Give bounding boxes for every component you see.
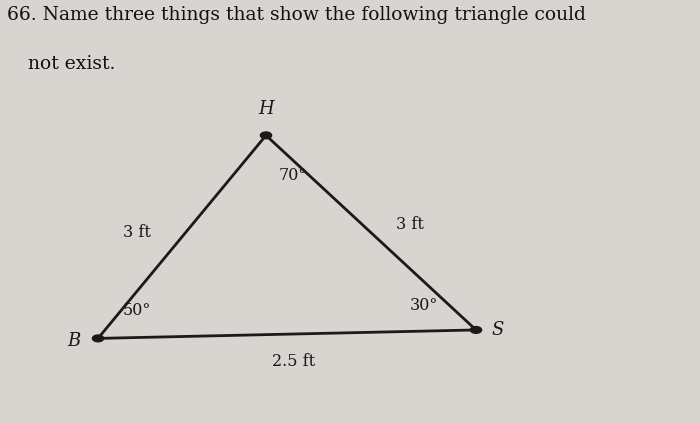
Text: B: B xyxy=(67,332,80,349)
Text: 3 ft: 3 ft xyxy=(395,216,423,233)
Circle shape xyxy=(260,132,272,139)
Text: H: H xyxy=(258,100,274,118)
Text: 30°: 30° xyxy=(410,297,438,314)
Text: 70°: 70° xyxy=(279,167,307,184)
Circle shape xyxy=(92,335,104,342)
Text: S: S xyxy=(491,321,504,339)
Text: 66. Name three things that show the following triangle could: 66. Name three things that show the foll… xyxy=(7,6,586,25)
Text: 3 ft: 3 ft xyxy=(122,224,150,241)
Text: 50°: 50° xyxy=(122,302,151,319)
Text: 2.5 ft: 2.5 ft xyxy=(272,353,316,370)
Circle shape xyxy=(470,327,482,333)
Text: not exist.: not exist. xyxy=(28,55,116,73)
